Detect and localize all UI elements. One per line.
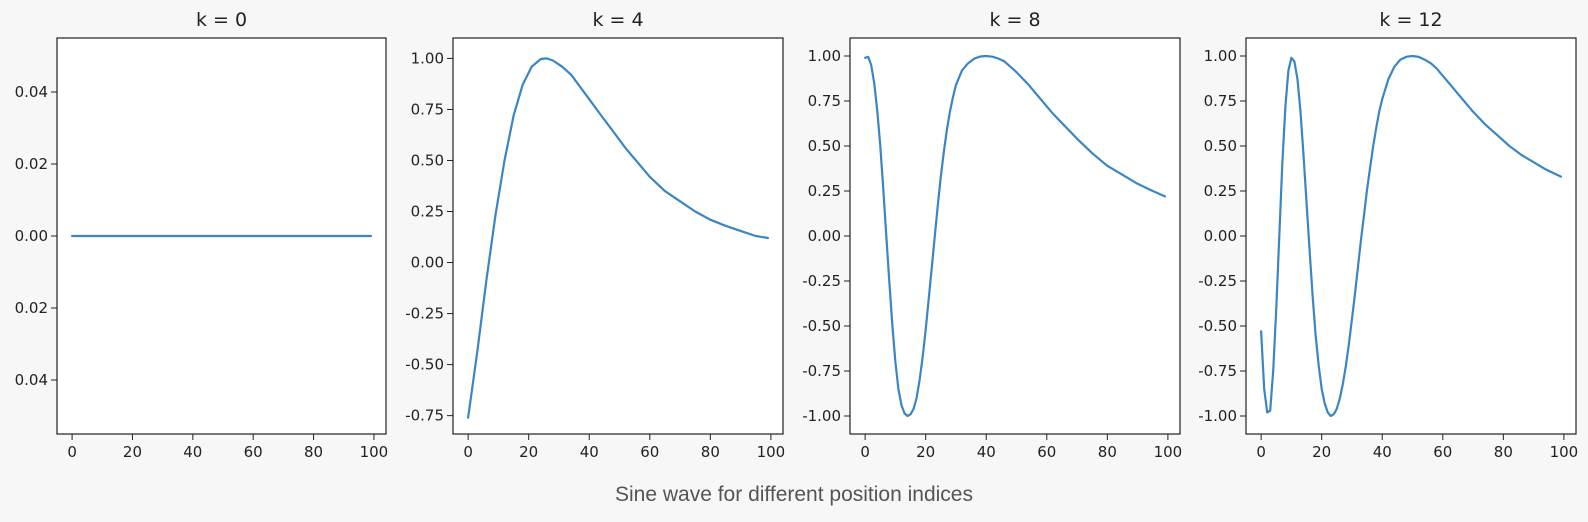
x-tick-label: 20 [1312, 443, 1331, 461]
x-tick-label: 80 [1494, 443, 1513, 461]
series-line [863, 54, 1167, 418]
x-tick-label: 60 [244, 443, 263, 461]
y-tick-label: -1.00 [1198, 407, 1237, 425]
x-tick-label: 100 [360, 443, 389, 461]
y-tick-label: -0.75 [802, 362, 841, 380]
y-tick-label: 1.00 [1204, 47, 1237, 65]
y-tick-label: -0.50 [1198, 317, 1237, 335]
y-tick-label: -0.75 [1198, 362, 1237, 380]
figure-caption: Sine wave for different position indices [615, 483, 973, 506]
x-tick-label: 100 [1550, 443, 1579, 461]
y-tick-label: 0.75 [1204, 92, 1237, 110]
y-tick-label: -0.50 [405, 356, 444, 374]
y-tick-label: 0.25 [1204, 182, 1237, 200]
y-tick-label: -0.75 [405, 407, 444, 425]
y-tick-label: 0.04 [15, 83, 48, 101]
y-tick-label: -0.25 [405, 305, 444, 323]
x-tick-label: 80 [701, 443, 720, 461]
y-tick-label: -0.25 [1198, 272, 1237, 290]
x-tick-label: 40 [580, 443, 599, 461]
x-tick-label: 40 [183, 443, 202, 461]
x-tick-label: 80 [1098, 443, 1117, 461]
plot-frame [849, 37, 1181, 435]
subplot-2: k = 4 0 20 40 60 80 100 1.00 0.75 0.50 0.25 0.00 -0.… [405, 9, 785, 461]
y-tick-label: 0.00 [808, 227, 841, 245]
y-tick-label: 0.02 [15, 155, 48, 173]
x-tick-label: 60 [1037, 443, 1056, 461]
x-tick-label: 100 [1154, 443, 1183, 461]
x-tick-label: 60 [1433, 443, 1452, 461]
y-tick-label: 1.00 [808, 47, 841, 65]
x-tick-label: 0 [1256, 443, 1266, 461]
y-tick-label: 0.50 [411, 151, 444, 169]
subplot-title: k = 4 [592, 9, 643, 31]
y-tick-label: 0.75 [411, 100, 444, 118]
y-tick-label: 0.50 [1204, 137, 1237, 155]
y-tick-label: 0.00 [1204, 227, 1237, 245]
plot-frame [452, 37, 784, 435]
x-tick-label: 0 [860, 443, 870, 461]
y-tick-label: 0.00 [411, 254, 444, 272]
x-tick-label: 0 [463, 443, 473, 461]
y-tick-label: 0.25 [411, 203, 444, 221]
y-tick-label: 0.00 [15, 227, 48, 245]
x-tick-label: 20 [123, 443, 142, 461]
x-tick-label: 20 [916, 443, 935, 461]
subplot-4: k = 12 0 20 40 60 80 100 1.00 0.75 0.50 0.25 0.00 -0… [1198, 9, 1578, 461]
subplot-title: k = 0 [196, 9, 247, 31]
y-tick-label: -1.00 [802, 407, 841, 425]
y-tick-label: 1.00 [411, 49, 444, 67]
subplot-title: k = 12 [1379, 9, 1442, 31]
x-tick-label: 80 [304, 443, 323, 461]
y-tick-label: 0.75 [808, 92, 841, 110]
y-tick-label: -0.25 [802, 272, 841, 290]
series-line [467, 57, 770, 419]
x-tick-label: 60 [640, 443, 659, 461]
x-tick-label: 40 [977, 443, 996, 461]
subplot-3: k = 8 0 20 40 60 80 100 1.00 0.75 0.50 0.25 0.00 -0.… [802, 9, 1182, 461]
y-tick-label: 0.02 [15, 299, 48, 317]
y-tick-label: 0.04 [15, 371, 48, 389]
y-tick-label: 0.50 [808, 137, 841, 155]
y-tick-label: 0.25 [808, 182, 841, 200]
subplot-title: k = 8 [989, 9, 1040, 31]
x-tick-label: 20 [519, 443, 538, 461]
x-tick-label: 100 [757, 443, 786, 461]
subplot-1: k = 0 0 20 40 60 80 100 0.04 0.02 0.00 0.02 0.04 [15, 9, 389, 461]
x-tick-label: 0 [67, 443, 77, 461]
x-tick-label: 40 [1373, 443, 1392, 461]
plot-frame [1245, 37, 1577, 435]
series-line [1259, 54, 1563, 418]
y-tick-label: -0.50 [802, 317, 841, 335]
